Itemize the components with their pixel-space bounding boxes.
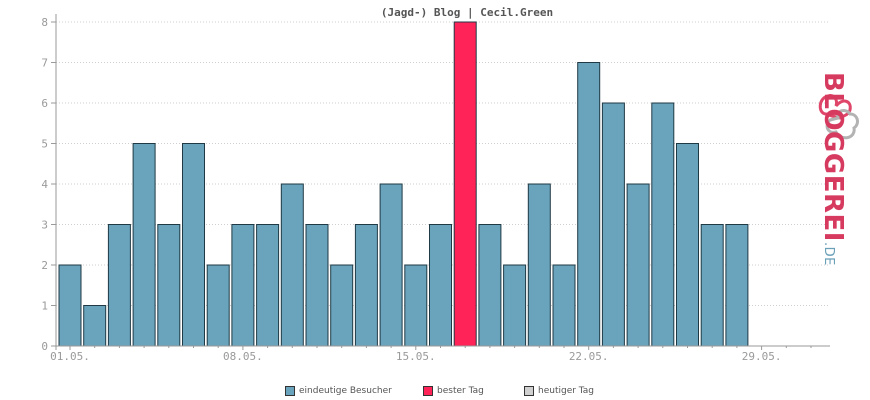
- bar: [256, 224, 280, 347]
- bar: [626, 183, 650, 347]
- bar: [552, 264, 576, 347]
- y-tick-label: 2: [41, 259, 48, 272]
- bar: [280, 183, 304, 347]
- bloggerei-logo-icon: [818, 94, 859, 140]
- legend-label-best-day: bester Tag: [437, 386, 484, 396]
- x-tick-label: 01.05.: [50, 350, 90, 363]
- bar: [577, 62, 601, 347]
- legend: eindeutige Besucher bester Tag heutiger …: [0, 386, 870, 400]
- bloggerei-logo-text: BLOGGEREI.DE: [808, 72, 858, 266]
- bar: [107, 224, 131, 347]
- bar: [58, 264, 82, 347]
- legend-item-today: heutiger Tag: [524, 386, 594, 396]
- axes: [55, 14, 830, 350]
- legend-swatch-today: [524, 386, 534, 396]
- bar: [132, 143, 156, 347]
- bar: [429, 224, 452, 347]
- x-tick-label: 08.05.: [223, 350, 263, 363]
- x-tick-label: 29.05.: [742, 350, 782, 363]
- bar-best-day: [453, 21, 477, 347]
- y-tick-labels: 0 1 2 3 4 5 6 7 8: [41, 16, 48, 353]
- bar: [503, 264, 527, 347]
- logo-main-text: BLOGGEREI: [818, 72, 848, 242]
- legend-swatch-unique-visitors: [285, 386, 295, 396]
- bars: [58, 21, 749, 347]
- bar: [231, 224, 255, 347]
- y-tick-label: 4: [41, 178, 48, 191]
- legend-item-unique-visitors: eindeutige Besucher: [285, 386, 392, 396]
- bar: [725, 224, 749, 347]
- bar: [354, 224, 378, 347]
- y-tick-label: 0: [41, 340, 48, 353]
- legend-label-today: heutiger Tag: [538, 386, 595, 396]
- bar: [330, 264, 354, 347]
- logo-ext-text: .DE: [821, 241, 836, 266]
- chart-title: (Jagd-) Blog | Cecil.Green: [381, 6, 553, 19]
- y-tick-label: 5: [41, 138, 48, 151]
- x-tick-labels: 01.05. 08.05. 15.05. 22.05. 29.05.: [50, 350, 781, 363]
- bar: [182, 143, 205, 347]
- bar: [676, 143, 699, 347]
- x-tick-label: 15.05.: [396, 350, 436, 363]
- bar: [305, 224, 329, 347]
- bar: [700, 224, 724, 347]
- y-tick-label: 6: [41, 97, 48, 110]
- y-tick-label: 8: [41, 16, 48, 29]
- x-tick-label: 22.05.: [569, 350, 609, 363]
- bar: [379, 183, 403, 347]
- bar: [157, 224, 181, 347]
- bar: [478, 224, 502, 347]
- bar: [206, 264, 230, 347]
- bar: [601, 102, 625, 347]
- legend-item-best-day: bester Tag: [423, 386, 484, 396]
- y-tick-label: 7: [41, 57, 48, 70]
- bar: [527, 183, 551, 347]
- legend-label-unique-visitors: eindeutige Besucher: [299, 386, 392, 396]
- y-tick-label: 1: [41, 300, 48, 313]
- bar: [651, 102, 675, 347]
- y-tick-label: 3: [41, 219, 48, 232]
- bar: [404, 264, 428, 347]
- legend-swatch-best-day: [423, 386, 433, 396]
- bar: [83, 305, 107, 347]
